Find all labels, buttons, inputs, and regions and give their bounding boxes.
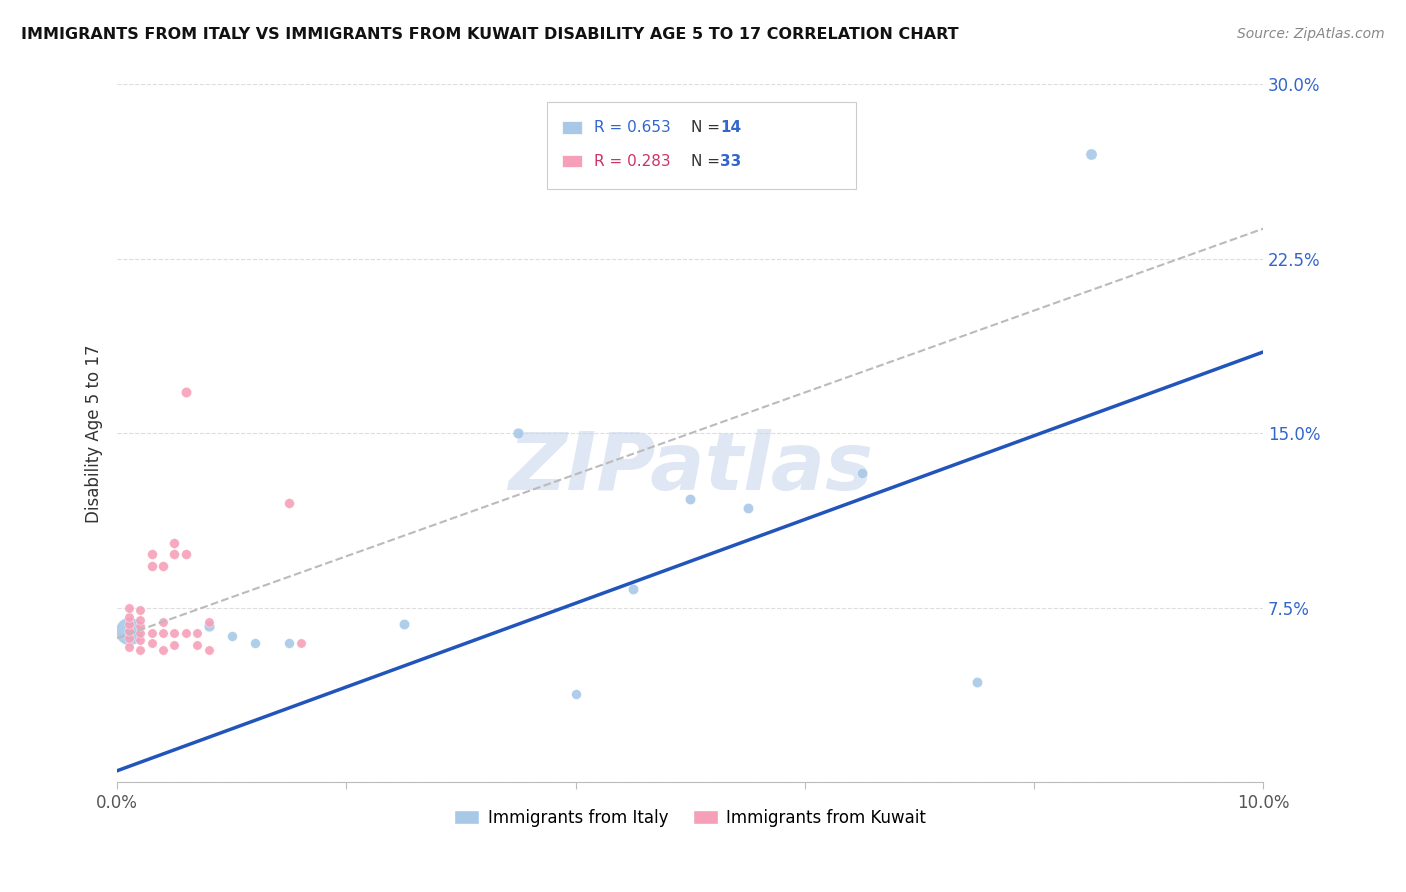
Point [198,642,221,657]
Point [198,619,221,633]
Text: R = 0.283: R = 0.283 [593,153,671,169]
Point [118,600,141,615]
Point [141,547,163,561]
Point [118,624,141,639]
Text: N =: N = [692,153,725,169]
Point [186,638,208,652]
Text: Source: ZipAtlas.com: Source: ZipAtlas.com [1237,27,1385,41]
Point [174,384,197,399]
Y-axis label: Disability Age 5 to 17: Disability Age 5 to 17 [86,344,103,523]
Point [152,559,174,574]
Point [278,636,301,650]
Point [174,626,197,640]
Point [152,642,174,657]
Text: ZIPatlas: ZIPatlas [508,429,873,508]
Point [163,535,186,549]
Point [129,603,152,617]
Point [152,615,174,629]
Point [118,610,141,624]
Text: 33: 33 [720,153,741,169]
Point [141,559,163,574]
Point [679,491,702,506]
Point [851,466,873,480]
Text: 14: 14 [720,120,741,136]
Legend: Immigrants from Italy, Immigrants from Kuwait: Immigrants from Italy, Immigrants from K… [447,802,934,833]
FancyBboxPatch shape [547,102,856,189]
Point [129,633,152,648]
Point [621,582,644,597]
Point [152,626,174,640]
Point [129,626,152,640]
Point [118,617,141,632]
FancyBboxPatch shape [562,155,582,168]
Text: R = 0.653: R = 0.653 [593,120,671,136]
Point [392,617,415,632]
Text: N =: N = [692,120,725,136]
Point [1080,147,1102,161]
Point [163,626,186,640]
Point [290,636,312,650]
Point [129,619,152,633]
Point [141,626,163,640]
Point [141,636,163,650]
Point [186,626,208,640]
Point [174,547,197,561]
Point [118,631,141,645]
Point [278,496,301,510]
Point [508,426,530,441]
Point [129,613,152,627]
Point [737,500,759,515]
Text: IMMIGRANTS FROM ITALY VS IMMIGRANTS FROM KUWAIT DISABILITY AGE 5 TO 17 CORRELATI: IMMIGRANTS FROM ITALY VS IMMIGRANTS FROM… [21,27,959,42]
Point [221,629,243,643]
Point [129,642,152,657]
Point [966,675,988,690]
FancyBboxPatch shape [562,121,582,134]
Point [163,638,186,652]
Point [243,636,266,650]
Point [198,615,221,629]
Point [118,640,141,655]
Point [163,547,186,561]
Point [118,624,141,639]
Point [564,687,586,701]
